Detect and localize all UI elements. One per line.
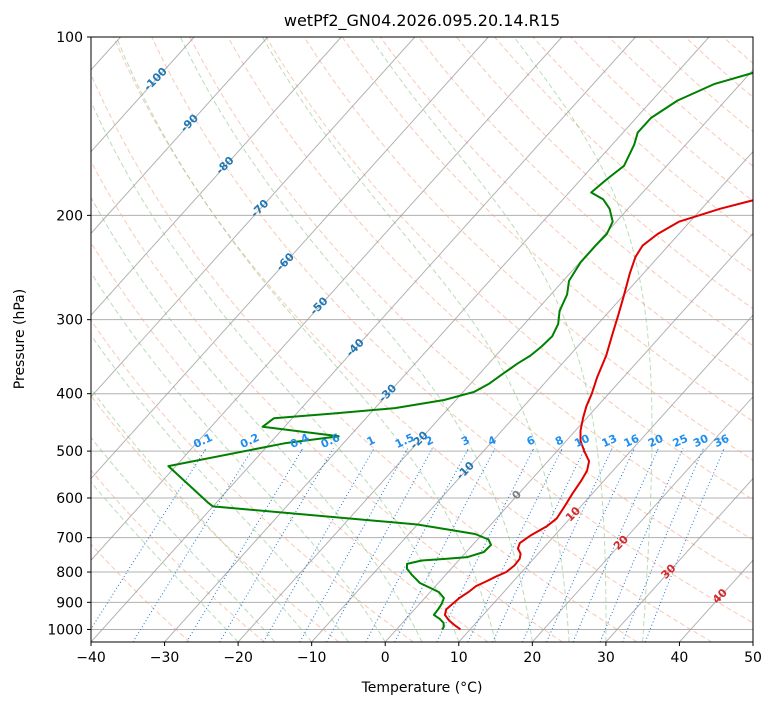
dry-adiabat (456, 37, 753, 310)
isotherm (311, 150, 753, 642)
mixing-ratio-line (644, 448, 725, 642)
y-tick-label: 1000 (47, 622, 83, 638)
mixing-ratio-label: 25 (671, 432, 690, 450)
x-axis-label: Temperature (°C) (361, 680, 483, 696)
plot-area (91, 37, 753, 642)
x-tick-label: 10 (450, 650, 468, 666)
x-tick-label: −30 (150, 650, 180, 666)
x-tick-label: −40 (76, 650, 106, 666)
isotherm (91, 37, 342, 316)
mixing-ratio-line (467, 448, 563, 642)
mixing-ratio-line (132, 448, 254, 642)
y-tick-label: 200 (56, 208, 83, 224)
dry-adiabat (91, 395, 340, 642)
mixing-ratio-label: 10 (572, 432, 592, 450)
mixing-ratio-label: 16 (622, 432, 642, 450)
mixing-ratio-line (622, 448, 704, 642)
temperature-profile (443, 199, 753, 631)
mixing-ratio-line (219, 448, 334, 642)
isotherm (164, 37, 710, 642)
moist-adiabat (91, 334, 349, 642)
dewpoint-profile (167, 71, 753, 630)
isotherm (91, 37, 636, 642)
series-layer (167, 71, 753, 631)
dry-adiabat (303, 37, 753, 461)
mixing-ratio-line (599, 448, 684, 642)
isotherm (605, 477, 753, 642)
x-tick-label: 30 (597, 650, 615, 666)
mixing-ratio-line (186, 448, 304, 642)
y-tick-label: 500 (56, 444, 83, 460)
x-tick-label: −10 (297, 650, 327, 666)
axes: -100-90-80-70-60-50-40-30-20-10010203040… (47, 30, 762, 666)
y-tick-label: 900 (56, 595, 83, 611)
moist-adiabat (91, 436, 276, 642)
dry-adiabat (341, 37, 753, 422)
mixing-ratio-line (91, 448, 207, 630)
isotherm (91, 37, 195, 153)
y-tick-label: 300 (56, 313, 83, 329)
chart-title: wetPf2_GN04.2026.095.20.14.R15 (284, 11, 560, 31)
isotherm (91, 37, 563, 562)
moist-adiabat (91, 388, 313, 642)
dry-adiabat (91, 160, 563, 642)
moist-adiabat (91, 271, 386, 642)
moist-adiabat (91, 196, 423, 642)
dry-adiabat (91, 469, 265, 642)
x-tick-label: 50 (744, 650, 762, 666)
dry-adiabat (189, 37, 753, 582)
isotherm (531, 396, 753, 642)
moist-adiabat (261, 37, 570, 642)
y-tick-label: 800 (56, 565, 83, 581)
moist-adiabat (91, 100, 460, 642)
isotherm (91, 37, 416, 398)
isotherm (458, 314, 753, 642)
dry-adiabat (151, 37, 753, 624)
y-axis-label: Pressure (hPa) (12, 289, 28, 389)
moist-adiabat (115, 37, 497, 642)
dry-adiabat (418, 37, 753, 347)
y-tick-label: 100 (56, 30, 83, 46)
mixing-ratio-label: 30 (691, 432, 711, 450)
mixing-ratio-label: 13 (600, 432, 619, 450)
moist-adiabat (513, 37, 653, 642)
isotherm (91, 37, 489, 480)
y-tick-label: 600 (56, 491, 83, 507)
mixing-ratio-label: 36 (712, 432, 732, 450)
isotherm (384, 232, 753, 642)
y-tick-label: 400 (56, 387, 83, 403)
x-tick-label: 0 (381, 650, 390, 666)
x-tick-label: 40 (671, 650, 689, 666)
y-tick-label: 700 (56, 531, 83, 547)
isotherm (91, 37, 269, 235)
dry-adiabat (91, 241, 489, 642)
dry-adiabat (91, 73, 638, 642)
moist-adiabat (369, 37, 607, 642)
moist-adiabat (179, 37, 533, 642)
mixing-ratio-label: 20 (646, 432, 666, 450)
axes-frame (90, 36, 754, 643)
mixing-ratio-line (365, 448, 469, 642)
moist-adiabat (91, 481, 239, 642)
x-tick-label: 20 (523, 650, 541, 666)
x-tick-label: −20 (223, 650, 253, 666)
isotherm (237, 69, 753, 642)
